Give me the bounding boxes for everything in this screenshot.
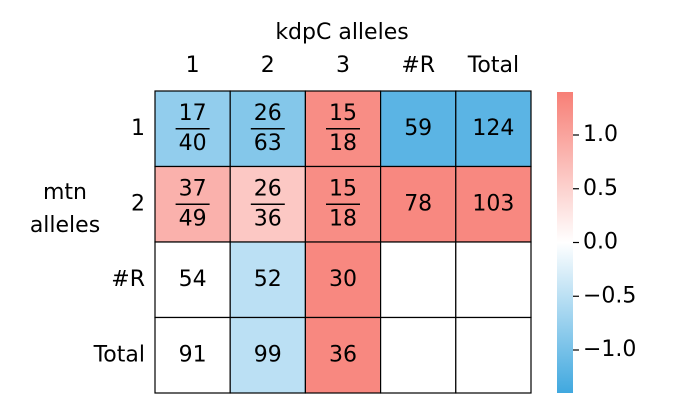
cell [304, 241, 382, 319]
cell-label: 124 [472, 116, 514, 141]
cell [154, 241, 231, 319]
cell [455, 241, 532, 319]
cell-label: 30 [329, 267, 357, 292]
row-label: Total [93, 342, 145, 367]
row-label: 1 [131, 116, 145, 141]
cell [229, 241, 306, 319]
row-label: 2 [131, 191, 145, 216]
y-label: alleles [30, 213, 100, 238]
column-label: 1 [186, 53, 200, 78]
cell [455, 165, 532, 243]
denominator: 63 [254, 131, 282, 156]
denominator: 18 [329, 131, 357, 156]
cell [380, 316, 457, 394]
colorbar-tick-label: −0.5 [583, 283, 636, 308]
y-label: mtn [43, 180, 87, 205]
colorbar [557, 92, 573, 393]
cell [154, 316, 231, 394]
cell [380, 241, 457, 319]
denominator: 49 [179, 206, 207, 231]
cell-label: 91 [179, 342, 207, 367]
cell-label: 36 [329, 342, 357, 367]
numerator: 26 [254, 176, 282, 201]
denominator: 36 [254, 206, 282, 231]
cell-label: 59 [404, 116, 432, 141]
cell-label: 103 [472, 191, 514, 216]
cell-label: 99 [254, 342, 282, 367]
colorbar-tick-label: −1.0 [583, 337, 636, 362]
cell-label: 54 [179, 267, 207, 292]
colorbar-tick-label: 1.0 [583, 122, 618, 147]
numerator: 37 [179, 176, 207, 201]
row-label: #R [111, 267, 145, 292]
column-label: Total [467, 53, 519, 78]
cell-label: 52 [254, 267, 282, 292]
numerator: 15 [329, 101, 357, 126]
colorbar-tick-label: 0.0 [583, 230, 618, 255]
numerator: 17 [179, 101, 207, 126]
numerator: 26 [254, 101, 282, 126]
column-label: #R [401, 53, 435, 78]
denominator: 40 [179, 131, 207, 156]
cell [455, 316, 532, 394]
colorbar-tick-label: 0.5 [583, 176, 618, 201]
chart-title: kdpC alleles [275, 20, 408, 45]
column-label: 3 [336, 53, 350, 78]
numerator: 15 [329, 176, 357, 201]
denominator: 18 [329, 206, 357, 231]
column-label: 2 [261, 53, 275, 78]
cell-label: 78 [404, 191, 432, 216]
